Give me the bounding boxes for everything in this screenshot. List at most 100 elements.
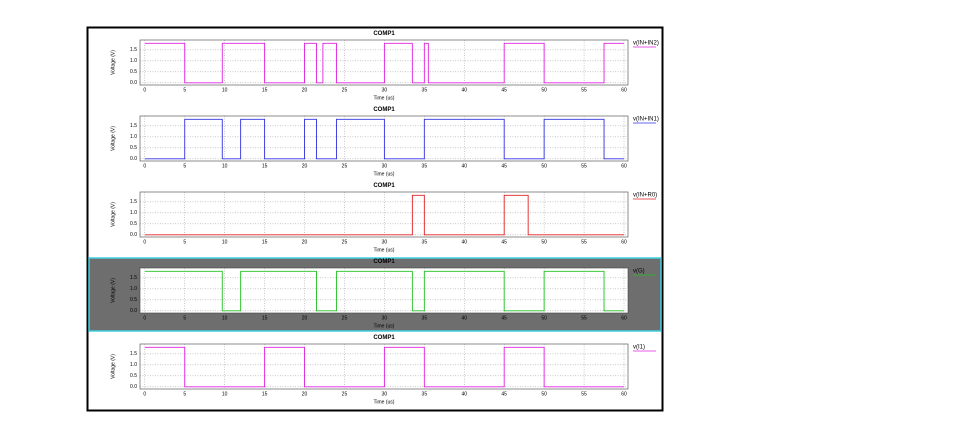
x-axis-label: Time (us) [374, 399, 395, 405]
x-tick-label: 55 [581, 239, 587, 245]
x-tick-label: 0 [143, 239, 146, 245]
plot-area [139, 191, 629, 238]
x-tick-label: 15 [262, 163, 268, 169]
x-tick-label: 40 [461, 391, 467, 397]
x-tick-label: 60 [621, 163, 627, 169]
x-tick-label: 20 [302, 163, 308, 169]
x-tick-label: 60 [621, 391, 627, 397]
x-tick-label: 15 [262, 315, 268, 321]
plot-area [139, 267, 629, 314]
y-axis-label: Voltage (V) [110, 354, 116, 379]
x-tick-label: 35 [422, 87, 428, 93]
legend-label: v(IN+R0) [633, 193, 657, 199]
x-tick-label: 50 [541, 87, 547, 93]
x-tick-label: 5 [183, 315, 186, 321]
y-tick-label: 1.5 [130, 275, 137, 281]
y-axis-label: Voltage (V) [110, 202, 116, 227]
y-tick-label: 0.0 [130, 156, 137, 162]
x-tick-label: 25 [342, 87, 348, 93]
x-tick-label: 55 [581, 87, 587, 93]
x-tick-label: 10 [222, 239, 228, 245]
x-tick-label: 55 [581, 163, 587, 169]
waveform-panel: COMP1 Time (us) Voltage (V) 0 5 10 15 20 25 30 35 4… [110, 335, 656, 405]
y-tick-label: 0.0 [130, 384, 137, 390]
x-axis-label: Time (us) [374, 171, 395, 177]
x-tick-label: 35 [422, 163, 428, 169]
y-tick-label: 0.0 [130, 80, 137, 86]
y-axis-label: Voltage (V) [110, 278, 116, 303]
x-tick-label: 60 [621, 87, 627, 93]
chart-title: COMP1 [373, 335, 395, 341]
y-tick-label: 1.0 [130, 210, 137, 216]
x-tick-label: 20 [302, 315, 308, 321]
legend-label: v(G) [633, 269, 645, 275]
waveform-panel: COMP1 Time (us) Voltage (V) 0 5 10 15 20 25 30 35 4… [110, 183, 657, 253]
x-tick-label: 5 [183, 391, 186, 397]
x-tick-label: 30 [382, 239, 388, 245]
x-tick-label: 25 [342, 163, 348, 169]
x-tick-label: 40 [461, 239, 467, 245]
y-tick-label: 0.5 [130, 69, 137, 75]
x-tick-label: 60 [621, 239, 627, 245]
x-tick-label: 40 [461, 87, 467, 93]
chart-title: COMP1 [373, 107, 395, 113]
x-axis-label: Time (us) [374, 323, 395, 329]
y-tick-label: 0.0 [130, 308, 137, 314]
x-tick-label: 50 [541, 391, 547, 397]
x-axis-label: Time (us) [374, 247, 395, 253]
x-tick-label: 45 [501, 239, 507, 245]
x-tick-label: 60 [621, 315, 627, 321]
y-tick-label: 1.0 [130, 362, 137, 368]
y-tick-label: 0.5 [130, 373, 137, 379]
x-tick-label: 25 [342, 315, 348, 321]
x-tick-label: 25 [342, 391, 348, 397]
waveform-line [144, 42, 625, 84]
x-tick-label: 10 [222, 315, 228, 321]
x-tick-label: 20 [302, 239, 308, 245]
y-tick-label: 1.5 [130, 123, 137, 129]
x-tick-label: 10 [222, 163, 228, 169]
x-tick-label: 45 [501, 163, 507, 169]
x-tick-label: 30 [382, 391, 388, 397]
waveform-line [144, 346, 625, 388]
y-tick-label: 0.5 [130, 221, 137, 227]
waveform-panel: COMP1 Time (us) Voltage (V) 0 5 10 15 20 25 30 35 4… [110, 31, 659, 101]
x-tick-label: 15 [262, 87, 268, 93]
x-tick-label: 50 [541, 315, 547, 321]
y-axis-label: Voltage (V) [110, 126, 116, 151]
y-tick-label: 0.5 [130, 145, 137, 151]
x-tick-label: 5 [183, 87, 186, 93]
y-tick-label: 0.0 [130, 232, 137, 238]
x-tick-label: 10 [222, 391, 228, 397]
y-tick-label: 0.5 [130, 297, 137, 303]
waveform-line [144, 194, 625, 236]
waveform-panel: COMP1 Time (us) Voltage (V) 0 5 10 15 20 25 30 35 4… [88, 257, 662, 332]
y-axis-label: Voltage (V) [110, 50, 116, 75]
x-tick-label: 35 [422, 391, 428, 397]
x-tick-label: 50 [541, 163, 547, 169]
chart-title: COMP1 [373, 183, 395, 189]
x-tick-label: 45 [501, 391, 507, 397]
chart-title: COMP1 [373, 31, 395, 37]
y-tick-label: 1.0 [130, 134, 137, 140]
legend-label: v(IN+IN1) [633, 117, 659, 123]
x-tick-label: 5 [183, 239, 186, 245]
waveform-line [144, 118, 625, 160]
legend-label: v(IN+IN2) [633, 41, 659, 47]
x-tick-label: 25 [342, 239, 348, 245]
x-tick-label: 0 [143, 391, 146, 397]
waveform-panel: COMP1 Time (us) Voltage (V) 0 5 10 15 20 25 30 35 4… [110, 107, 659, 177]
x-tick-label: 35 [422, 239, 428, 245]
x-tick-label: 35 [422, 315, 428, 321]
y-tick-label: 1.0 [130, 58, 137, 64]
x-tick-label: 30 [382, 87, 388, 93]
x-tick-label: 10 [222, 87, 228, 93]
x-tick-label: 30 [382, 163, 388, 169]
x-tick-label: 15 [262, 239, 268, 245]
x-tick-label: 45 [501, 315, 507, 321]
y-tick-label: 1.5 [130, 47, 137, 53]
x-tick-label: 0 [143, 315, 146, 321]
x-tick-label: 20 [302, 87, 308, 93]
x-tick-label: 40 [461, 163, 467, 169]
